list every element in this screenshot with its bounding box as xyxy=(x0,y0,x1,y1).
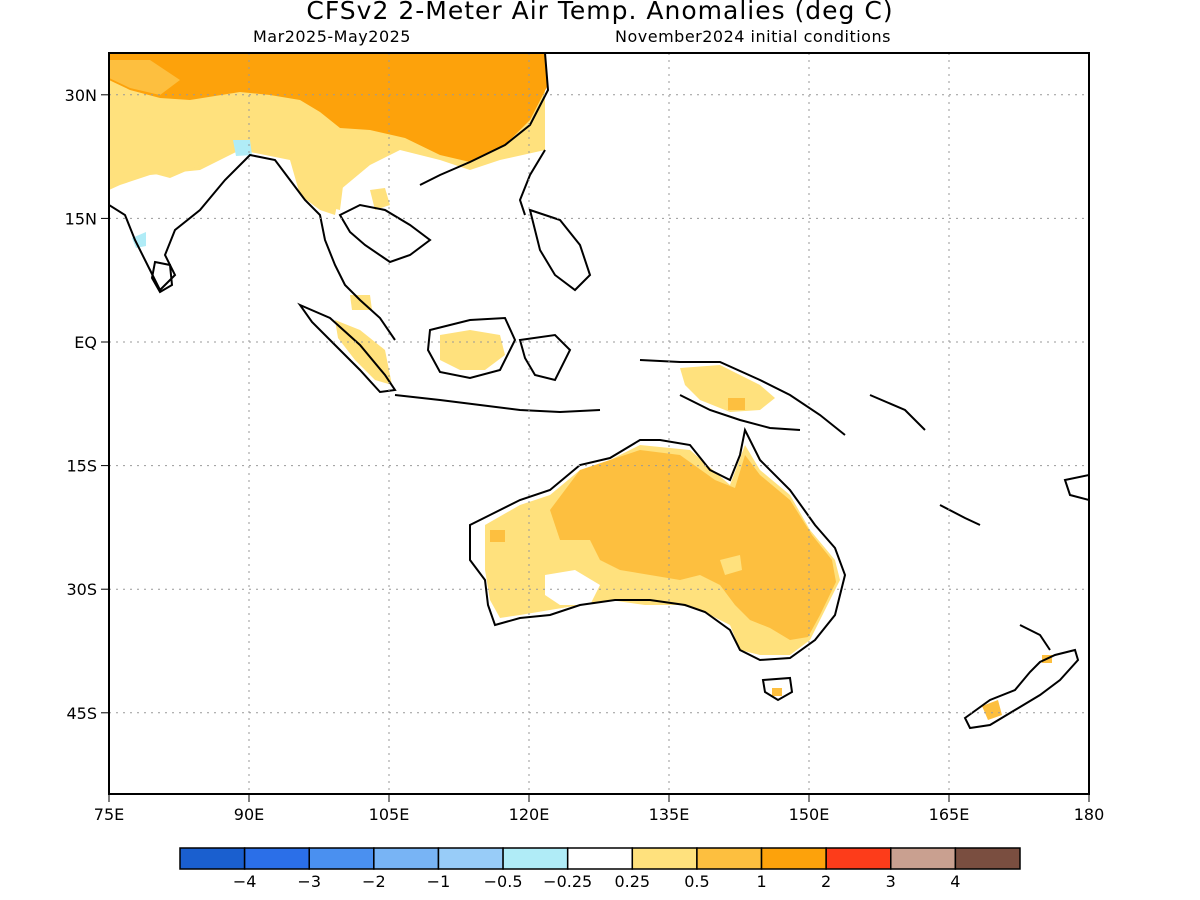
colorbar-label: 2 xyxy=(821,872,831,891)
colorbar-label: 1 xyxy=(756,872,766,891)
colorbar-swatch xyxy=(308,847,375,870)
lon-tick-label: 105E xyxy=(369,805,410,824)
colorbar-swatch xyxy=(954,847,1021,870)
india-anomaly xyxy=(109,110,200,178)
lat-tick-label: 30N xyxy=(65,86,97,105)
newguinea-anomaly xyxy=(680,365,775,412)
colorbar-label: −2 xyxy=(362,872,386,891)
colorbar-swatch xyxy=(179,847,246,870)
colorbar-swatch xyxy=(243,847,310,870)
colorbar-label: −4 xyxy=(233,872,257,891)
plot-frame xyxy=(108,52,1090,795)
colorbar-swatch xyxy=(890,847,957,870)
lon-tick-label: 90E xyxy=(234,805,264,824)
forecast-period: Mar2025-May2025 xyxy=(253,27,411,46)
colorbar-swatch xyxy=(373,847,440,870)
colorbar-label: −1 xyxy=(427,872,451,891)
lat-tick-label: 15S xyxy=(66,457,97,476)
lat-tick-label: 15N xyxy=(65,209,97,228)
colorbar-swatch xyxy=(825,847,892,870)
cold-patch xyxy=(132,232,146,248)
australia-anomaly-mid xyxy=(550,450,836,640)
borneo-anomaly xyxy=(440,330,505,370)
colorbar-swatch xyxy=(566,847,634,870)
colorbar-label: 0.5 xyxy=(684,872,709,891)
asia-anomaly-strong xyxy=(109,53,548,162)
lon-tick-label: 180 xyxy=(1074,805,1105,824)
colorbar-label: 3 xyxy=(886,872,896,891)
lat-tick-label: 30S xyxy=(66,580,97,599)
lat-axis: 30N 15N EQ 15S 30S 45S xyxy=(65,86,109,723)
lon-axis: 75E 90E 105E 120E 135E 150E 165E 180 xyxy=(94,794,1105,824)
colorbar-swatch xyxy=(760,847,827,870)
colorbar-swatch xyxy=(437,847,504,870)
indochina-anomaly xyxy=(300,145,345,210)
colorbar-label: −3 xyxy=(297,872,321,891)
colorbar-label: −0.25 xyxy=(543,872,592,891)
map-title: CFSv2 2-Meter Air Temp. Anomalies (deg C… xyxy=(306,0,894,25)
colorbar-swatch xyxy=(502,847,569,870)
initial-conditions: November2024 initial conditions xyxy=(615,27,891,46)
lon-tick-label: 165E xyxy=(929,805,970,824)
colorbar-swatch xyxy=(696,847,763,870)
lon-tick-label: 150E xyxy=(789,805,830,824)
anomaly-shading xyxy=(109,53,1052,720)
colorbar-label: 0.25 xyxy=(614,872,650,891)
lat-tick-label: EQ xyxy=(74,333,97,352)
colorbar: −4 −3 −2 −1 −0.5 −0.25 0.25 0.5 1 2 3 4 xyxy=(179,847,1021,891)
colorbar-label: 4 xyxy=(950,872,960,891)
lon-tick-label: 135E xyxy=(649,805,690,824)
lon-tick-label: 75E xyxy=(94,805,124,824)
colorbar-swatch xyxy=(631,847,698,870)
asia-anomaly-mid xyxy=(109,60,180,95)
lat-tick-label: 45S xyxy=(66,704,97,723)
colorbar-label: −0.5 xyxy=(484,872,523,891)
gridlines xyxy=(109,53,1089,794)
coastlines xyxy=(109,53,1089,730)
lon-tick-label: 120E xyxy=(509,805,550,824)
